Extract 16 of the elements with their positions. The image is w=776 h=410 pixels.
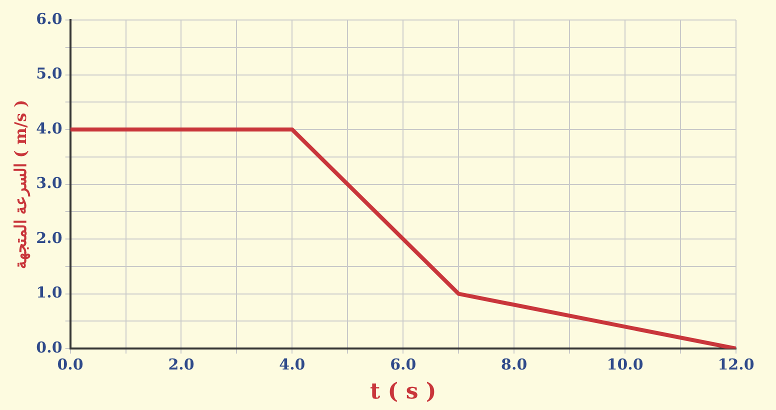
y-axis-title: السرعة المتجهة ( m/s ) [10,100,31,269]
y-tick-label: 4.0 [36,119,62,138]
x-tick-label: 12.0 [718,355,754,374]
y-tick-label: 1.0 [36,284,62,302]
y-tick-label: 2.0 [36,228,62,247]
x-tick-label: 10.0 [606,355,644,374]
x-tick-label: 4.0 [279,355,306,374]
x-tick-label: 8.0 [501,355,528,374]
y-tick-label: 5.0 [36,64,62,83]
x-tick-label: 6.0 [390,355,416,374]
y-tick-label: 0.0 [36,338,62,356]
x-tick-label: 2.0 [168,355,194,374]
y-tick-label: 6.0 [36,10,62,28]
x-axis-title: t ( s ) [370,378,436,405]
x-tick-label: 0.0 [57,355,84,374]
y-tick-label: 3.0 [36,174,62,192]
